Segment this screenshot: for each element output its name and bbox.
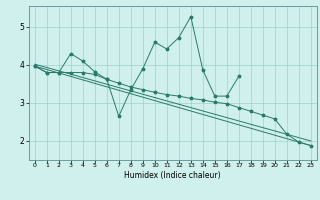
X-axis label: Humidex (Indice chaleur): Humidex (Indice chaleur) xyxy=(124,171,221,180)
